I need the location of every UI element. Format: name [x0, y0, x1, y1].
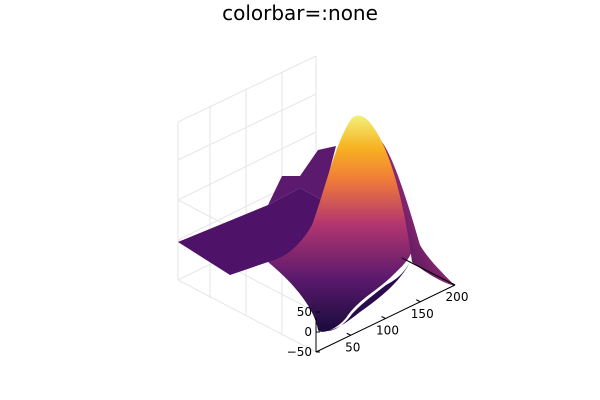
x-tick-label: 150 — [411, 307, 434, 321]
surface-flat-region — [178, 188, 322, 275]
x-tick-label: 100 — [376, 324, 399, 338]
x-tick-label: 200 — [446, 290, 469, 304]
surface-shoulder — [268, 146, 336, 205]
x-tick-mark — [381, 316, 386, 319]
grid-line — [177, 279, 317, 353]
chart-title: colorbar=:none — [222, 1, 378, 25]
y-axis-ticks: −50 0 50 — [287, 305, 320, 359]
surface-ridge-side — [382, 142, 455, 286]
x-tick-mark — [416, 299, 421, 303]
y-tick-label: 0 — [304, 325, 312, 339]
y-axis-line-back — [401, 257, 456, 286]
grid-line — [177, 93, 317, 161]
x-tick-label: 50 — [345, 340, 360, 354]
x-axis-ticks: 50 100 150 200 — [345, 282, 469, 354]
grid-line — [177, 131, 317, 201]
y-tick-label: −50 — [287, 345, 312, 359]
surface — [178, 115, 455, 332]
grid-line — [177, 55, 317, 123]
surface-ridge-front — [268, 115, 412, 332]
y-tick-label: 50 — [297, 305, 312, 319]
x-tick-mark — [450, 282, 456, 286]
grid-lines — [177, 55, 317, 353]
x-tick-mark — [346, 332, 351, 336]
